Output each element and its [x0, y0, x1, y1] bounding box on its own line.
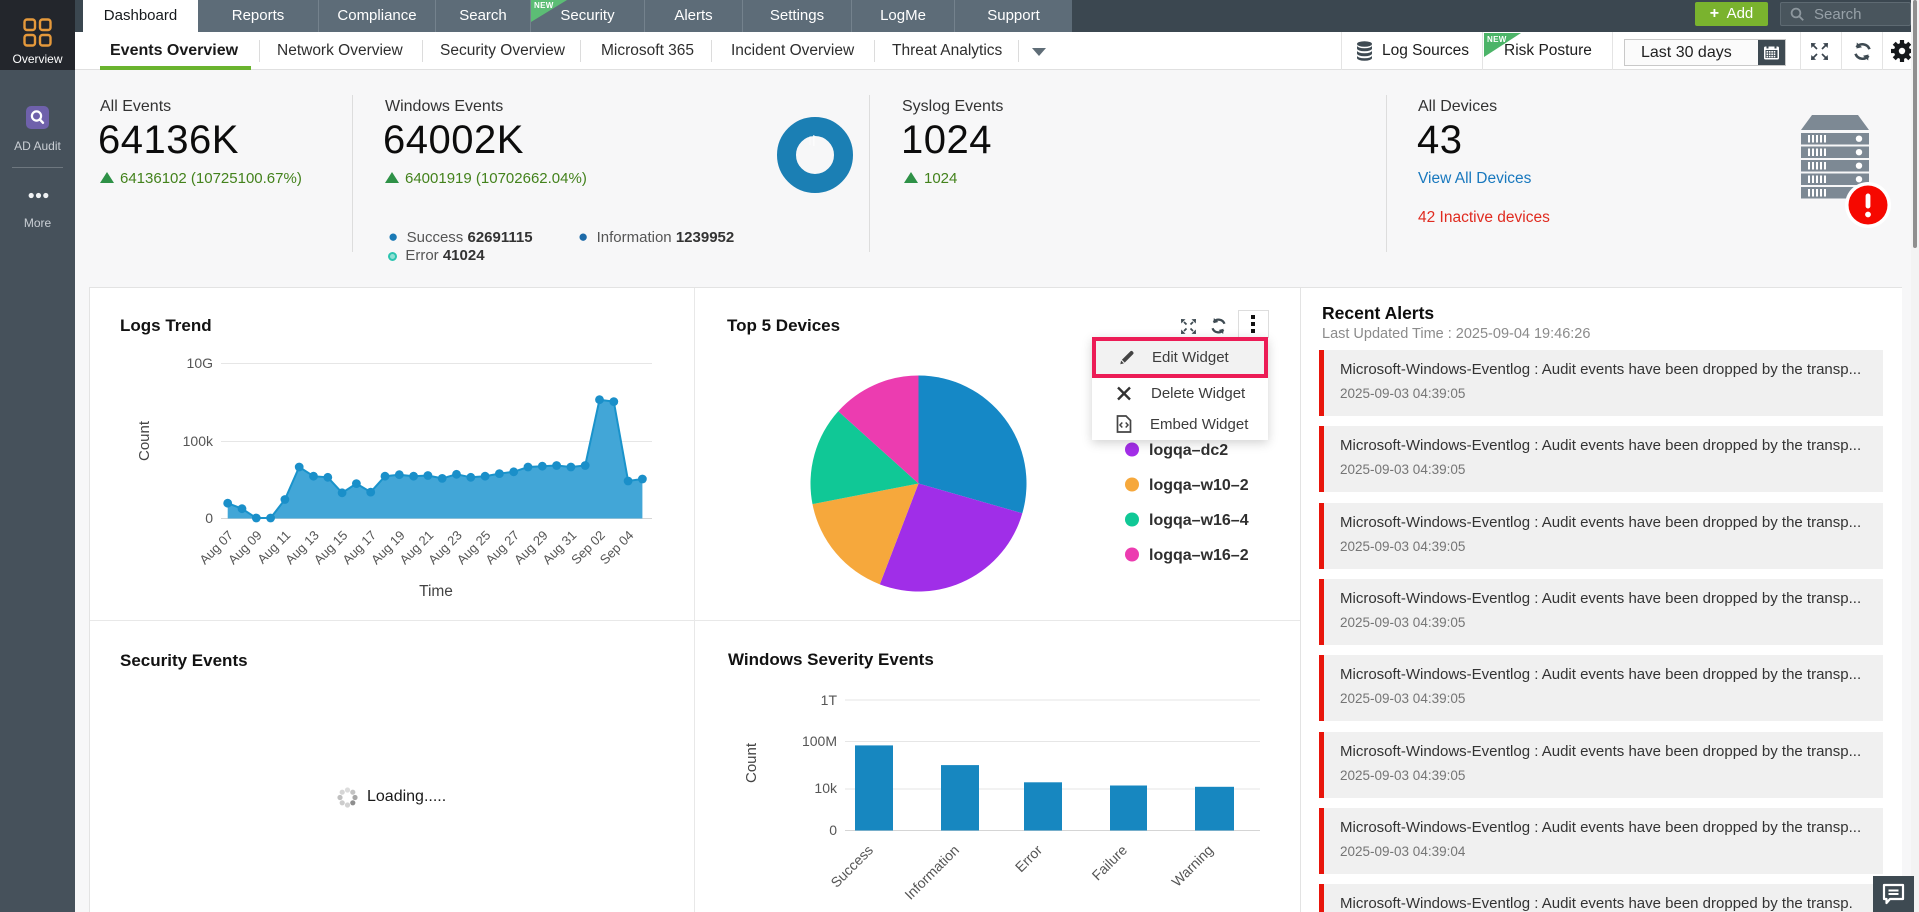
svg-text:logqa–dc2: logqa–dc2 — [1149, 442, 1228, 459]
svg-text:10k: 10k — [814, 780, 838, 796]
svg-text:100M: 100M — [802, 733, 837, 749]
svg-text:logqa–w16–2: logqa–w16–2 — [1149, 547, 1249, 564]
svg-text:0: 0 — [829, 822, 837, 838]
svg-text:Windows Severity Events: Windows Severity Events — [728, 650, 934, 669]
svg-text:Warning: Warning — [1168, 842, 1216, 890]
svg-text:10G: 10G — [187, 355, 213, 371]
svg-text:Error: Error — [1012, 842, 1046, 876]
svg-text:logqa–w16–4: logqa–w16–4 — [1149, 512, 1249, 529]
svg-text:1T: 1T — [821, 692, 838, 708]
svg-text:Count: Count — [136, 420, 153, 461]
svg-text:Time: Time — [419, 583, 453, 600]
svg-text:Information: Information — [901, 842, 962, 903]
svg-text:Success: Success — [827, 842, 876, 891]
svg-text:0: 0 — [205, 510, 213, 526]
svg-text:100k: 100k — [183, 433, 214, 449]
svg-text:logqa–w10–2: logqa–w10–2 — [1149, 477, 1249, 494]
svg-text:Logs Trend: Logs Trend — [120, 316, 212, 335]
svg-text:Failure: Failure — [1089, 842, 1131, 884]
svg-text:Count: Count — [743, 742, 760, 783]
svg-text:Top 5 Devices: Top 5 Devices — [727, 316, 840, 335]
